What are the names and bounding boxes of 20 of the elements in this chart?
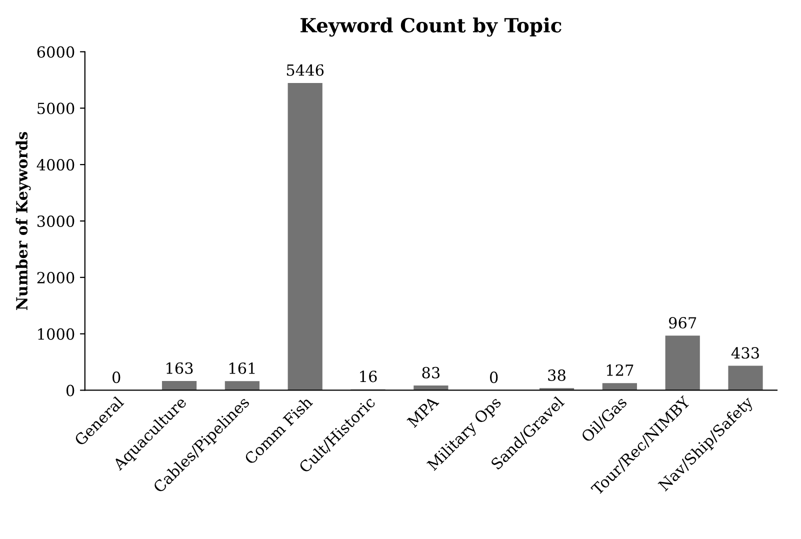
data-label: 0: [490, 372, 498, 384]
data-label: 127: [606, 364, 634, 376]
y-tick-label: 1000: [38, 328, 74, 340]
y-tick-label: 2000: [37, 272, 74, 284]
data-label: 16: [360, 370, 377, 382]
y-tick-label: 4000: [36, 159, 74, 171]
data-label: 83: [422, 366, 440, 378]
y-tick-label: 0: [66, 384, 74, 396]
data-label: 163: [166, 362, 193, 374]
y-tick-label: 6000: [37, 46, 74, 58]
data-label: 967: [668, 317, 696, 329]
data-label: 38: [548, 369, 566, 381]
data-label: 0: [112, 372, 120, 384]
data-label: 5446: [286, 64, 324, 76]
data-label: 433: [731, 347, 759, 359]
y-axis-title: Number of Keywords: [16, 132, 31, 310]
y-tick-label: 5000: [38, 102, 74, 114]
y-tick-label: 3000: [37, 215, 74, 228]
data-label: 161: [229, 362, 255, 374]
chart-title: Keyword Count by Topic: [300, 18, 562, 37]
